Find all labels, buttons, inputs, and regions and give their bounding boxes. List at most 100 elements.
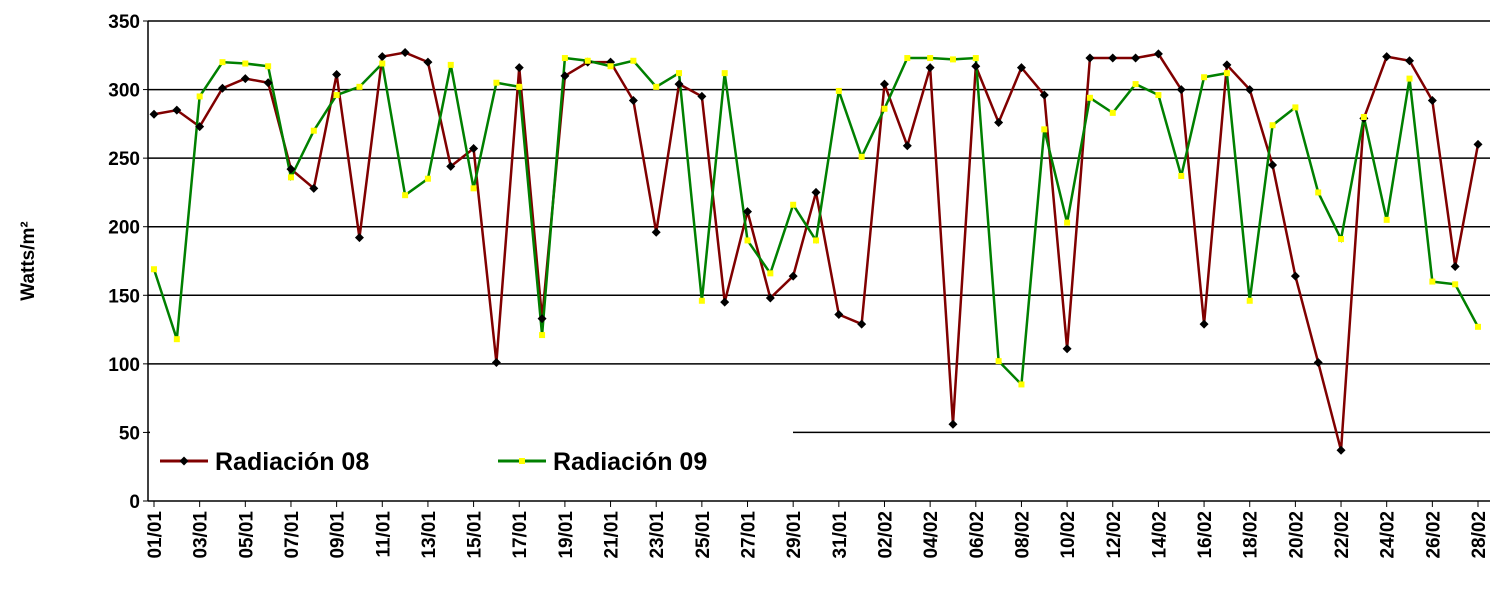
marker	[1132, 81, 1139, 88]
marker	[196, 93, 203, 100]
marker	[1383, 216, 1390, 223]
marker	[217, 83, 227, 93]
x-tick-label: 19/01	[556, 511, 577, 559]
x-tick-label: 16/02	[1195, 511, 1216, 559]
marker	[835, 87, 842, 94]
marker	[1429, 278, 1436, 285]
x-tick-label: 13/01	[419, 511, 440, 559]
marker	[767, 270, 774, 277]
marker	[1085, 53, 1095, 63]
marker	[1269, 122, 1276, 129]
marker	[1108, 53, 1118, 63]
marker	[1223, 70, 1230, 77]
marker	[1245, 85, 1255, 95]
marker	[514, 63, 524, 73]
marker	[1406, 75, 1413, 82]
y-tick-label: 100	[108, 355, 140, 376]
marker	[697, 91, 707, 101]
y-tick-label: 0	[129, 492, 140, 513]
y-tick-label: 50	[119, 423, 140, 444]
x-tick-label: 14/02	[1149, 511, 1170, 559]
x-tick-label: 29/01	[784, 511, 805, 559]
marker	[1268, 160, 1278, 170]
x-tick-label: 07/01	[282, 511, 303, 559]
legend-marker	[519, 458, 525, 464]
marker	[676, 70, 683, 77]
marker	[1222, 60, 1232, 70]
x-tick-label: 21/01	[602, 511, 623, 559]
marker	[1153, 49, 1163, 59]
y-tick-label: 200	[108, 218, 140, 239]
x-tick-label: 23/01	[647, 511, 668, 559]
marker	[286, 164, 296, 174]
marker	[242, 60, 249, 67]
marker	[1155, 92, 1162, 99]
x-tick-label: 04/02	[921, 511, 942, 559]
marker	[607, 63, 614, 70]
marker	[720, 297, 730, 307]
marker	[1313, 357, 1323, 367]
x-tick-label: 20/02	[1286, 511, 1307, 559]
marker	[927, 55, 934, 62]
x-tick-label: 24/02	[1378, 511, 1399, 559]
marker	[446, 161, 456, 171]
marker	[1064, 219, 1071, 226]
x-tick-label: 25/01	[693, 511, 714, 559]
x-tick-label: 05/01	[236, 511, 257, 559]
y-axis-label: Watts/m²	[18, 221, 39, 301]
legend-marker	[179, 456, 189, 466]
marker	[149, 109, 159, 119]
marker	[172, 105, 182, 115]
marker	[379, 60, 386, 67]
marker	[971, 61, 981, 71]
marker	[333, 92, 340, 99]
marker	[765, 293, 775, 303]
marker	[1086, 94, 1093, 101]
marker	[240, 74, 250, 84]
x-tick-label: 31/01	[830, 511, 851, 559]
marker	[424, 175, 431, 182]
marker	[790, 201, 797, 208]
marker	[721, 70, 728, 77]
marker	[1336, 445, 1346, 455]
marker	[310, 127, 317, 134]
y-tick-label: 300	[108, 81, 140, 102]
marker	[834, 309, 844, 319]
marker	[902, 141, 912, 151]
marker	[674, 79, 684, 89]
marker	[493, 79, 500, 86]
marker	[1018, 381, 1025, 388]
x-tick-label: 18/02	[1241, 511, 1262, 559]
marker	[1450, 261, 1460, 271]
legend-label: Radiación 08	[215, 448, 369, 476]
x-tick-label: 10/02	[1058, 511, 1079, 559]
marker	[1427, 96, 1437, 106]
marker	[560, 71, 570, 81]
marker	[994, 117, 1004, 127]
marker	[356, 83, 363, 90]
marker	[1176, 85, 1186, 95]
marker	[879, 79, 889, 89]
x-tick-label: 09/01	[328, 511, 349, 559]
marker	[857, 319, 867, 329]
x-tick-label: 08/02	[1012, 511, 1033, 559]
x-tick-label: 02/02	[875, 511, 896, 559]
marker	[377, 52, 387, 62]
marker	[788, 271, 798, 281]
marker	[881, 105, 888, 112]
marker	[1062, 344, 1072, 354]
marker	[1201, 74, 1208, 81]
marker	[1338, 236, 1345, 243]
marker	[309, 183, 319, 193]
x-tick-label: 11/01	[373, 511, 394, 558]
y-tick-label: 250	[108, 149, 140, 170]
marker	[949, 56, 956, 63]
x-tick-label: 26/02	[1423, 511, 1444, 559]
marker	[1290, 271, 1300, 281]
marker	[1039, 90, 1049, 100]
marker	[469, 144, 479, 154]
marker	[265, 63, 272, 70]
marker	[651, 227, 661, 237]
marker	[995, 358, 1002, 365]
marker	[173, 336, 180, 343]
